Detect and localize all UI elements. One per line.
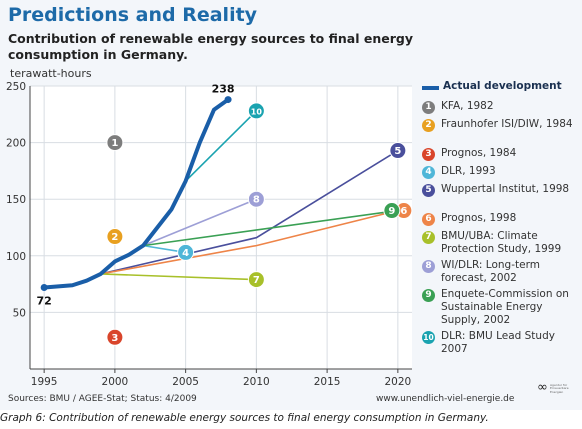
logo: ∞ Agentur für Erneuerbare Energien (537, 382, 571, 402)
legend-label: WI/DLR: Long-term forecast, 2002 (441, 259, 581, 285)
figure-caption: Graph 6: Contribution of renewable energ… (0, 412, 489, 424)
x-tick-label: 2000 (102, 376, 129, 388)
prediction-marker-8: 8 (248, 191, 264, 207)
legend-label: Actual development (443, 80, 562, 92)
legend-number-badge: 4 (422, 166, 435, 179)
prediction-marker-10: 10 (248, 103, 264, 119)
prediction-marker-7: 7 (248, 272, 264, 288)
legend-number-badge: 3 (422, 148, 435, 161)
legend-label: Prognos, 1984 (441, 147, 581, 160)
plot-background (30, 86, 412, 369)
logo-text: Agentur für Erneuerbare Energien (550, 384, 571, 394)
source-note: Sources: BMU / AGEE-Stat; Status: 4/2009 (8, 394, 197, 404)
actual-end-point (225, 96, 232, 103)
legend-label: BMU/UBA: Climate Protection Study, 1999 (441, 230, 581, 256)
legend-number-badge: 8 (422, 260, 435, 273)
marker-number: 1 (111, 138, 118, 149)
x-tick-label: 2005 (172, 376, 199, 388)
marker-number: 10 (251, 107, 263, 116)
marker-number: 9 (388, 206, 395, 217)
legend-number-badge: 9 (422, 289, 435, 302)
legend-label: Wuppertal Institut, 1998 (441, 183, 581, 196)
marker-number: 3 (111, 333, 118, 344)
marker-number: 2 (111, 232, 118, 243)
legend-number-badge: 1 (422, 101, 435, 114)
legend-label: Enquete-Commission on Sustainable Energy… (441, 288, 581, 327)
legend-number-badge: 7 (422, 231, 435, 244)
y-tick-label: 200 (6, 138, 26, 150)
infinity-logo-icon: ∞ (537, 382, 546, 394)
legend-label: Prognos, 1998 (441, 212, 581, 225)
x-tick-label: 2020 (384, 376, 411, 388)
legend-number-badge: 10 (422, 331, 435, 344)
marker-number: 6 (400, 206, 407, 217)
prediction-marker-9: 9 (384, 203, 400, 219)
legend-number-badge: 6 (422, 213, 435, 226)
prediction-marker-3: 3 (107, 329, 123, 345)
legend-item-actual: Actual development (420, 80, 582, 94)
legend-line-swatch (422, 86, 439, 90)
legend-number-badge: 5 (422, 184, 435, 197)
legend-number-badge: 2 (422, 119, 435, 132)
prediction-marker-5: 5 (390, 143, 406, 159)
actual-start-label: 72 (36, 294, 51, 307)
marker-number: 5 (394, 146, 401, 157)
x-tick-label: 2010 (243, 376, 270, 388)
legend-label: DLR, 1993 (441, 165, 581, 178)
x-tick-label: 1995 (31, 376, 58, 388)
legend-label: Fraunhofer ISI/DIW, 1984 (441, 118, 581, 131)
marker-number: 4 (182, 248, 189, 259)
website-link[interactable]: www.unendlich-viel-energie.de (376, 394, 514, 404)
actual-end-label: 238 (212, 83, 235, 96)
marker-number: 7 (253, 275, 260, 286)
prediction-marker-1: 1 (107, 135, 123, 151)
y-tick-label: 250 (6, 81, 26, 93)
prediction-marker-2: 2 (107, 229, 123, 245)
legend-label: DLR: BMU Lead Study 2007 (441, 330, 581, 356)
y-tick-label: 100 (6, 251, 26, 263)
y-tick-label: 50 (13, 307, 26, 319)
marker-number: 8 (253, 195, 260, 206)
x-tick-label: 2015 (314, 376, 341, 388)
y-tick-label: 150 (6, 194, 26, 206)
legend-label: KFA, 1982 (441, 100, 581, 113)
prediction-marker-4: 4 (178, 244, 194, 260)
actual-start-point (41, 284, 48, 291)
